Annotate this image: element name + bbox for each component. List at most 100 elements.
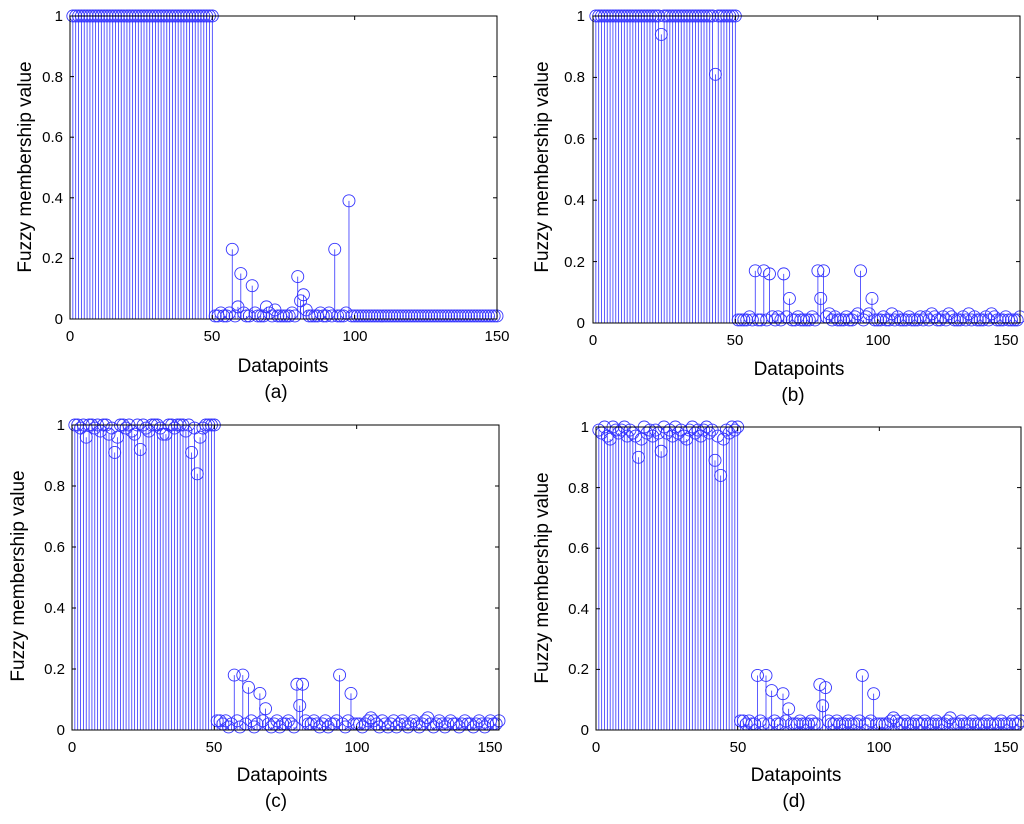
ytick-label-d-4: 0.8 xyxy=(568,480,589,497)
stem-marker-d-66 xyxy=(776,687,790,701)
ytick-label-b-0: 0 xyxy=(577,315,585,332)
panel-caption-b: (b) xyxy=(781,385,804,406)
ytick-label-d-3: 0.6 xyxy=(568,540,589,557)
stem-marker-c-98 xyxy=(344,686,358,700)
xtick-label-b-2: 100 xyxy=(865,332,890,349)
stem-marker-c-13 xyxy=(102,427,116,441)
stem-marker-a-80 xyxy=(291,270,305,284)
x-axis-label-d: Datapoints xyxy=(751,765,842,786)
axes-frame-c xyxy=(71,424,500,731)
stem-marker-a-64 xyxy=(245,279,259,293)
stem-marker-a-82 xyxy=(296,288,310,302)
ytick-label-c-3: 0.6 xyxy=(44,539,65,556)
xtick-label-a-0: 0 xyxy=(66,328,74,345)
ytick-label-c-2: 0.4 xyxy=(44,600,65,617)
panel-d: 0 0.2 0.4 0.6 0.8 1 0 50 100 150 Datapoi… xyxy=(532,419,1024,812)
xtick-label-d-3: 150 xyxy=(993,739,1018,756)
axes-frame-b xyxy=(592,15,1021,324)
ytick-label-b-1: 0.2 xyxy=(564,254,585,271)
xtick-label-c-2: 100 xyxy=(344,739,369,756)
xtick-label-b-1: 50 xyxy=(727,332,744,349)
tick-marks-d xyxy=(595,426,1022,731)
ytick-label-c-4: 0.8 xyxy=(44,478,65,495)
stem-marker-c-81 xyxy=(296,677,310,691)
panel-caption-c: (c) xyxy=(265,791,287,812)
stem-marker-c-42 xyxy=(185,446,199,459)
xtick-label-b-0: 0 xyxy=(589,332,597,349)
stem-series-d xyxy=(592,420,1024,731)
stem-marker-d-68 xyxy=(782,702,796,716)
panel-caption-a: (a) xyxy=(264,382,287,403)
stem-marker-c-22 xyxy=(128,427,142,441)
ytick-label-a-2: 0.4 xyxy=(42,190,63,207)
stem-marker-c-57 xyxy=(227,668,241,682)
xtick-label-a-3: 150 xyxy=(484,328,509,345)
stem-marker-a-69 xyxy=(259,300,273,314)
stem-marker-d-49 xyxy=(728,423,742,437)
ytick-label-d-5: 1 xyxy=(581,419,589,436)
ytick-label-b-5: 1 xyxy=(577,8,585,25)
ytick-label-d-2: 0.4 xyxy=(568,601,589,618)
xtick-label-a-2: 100 xyxy=(342,328,367,345)
stem-marker-d-94 xyxy=(855,669,869,682)
stem-marker-d-60 xyxy=(759,669,773,682)
stem-marker-a-98 xyxy=(342,194,356,208)
xtick-label-d-1: 50 xyxy=(730,739,747,756)
ytick-label-d-0: 0 xyxy=(581,722,589,739)
stem-marker-c-66 xyxy=(253,686,267,700)
stem-marker-d-57 xyxy=(751,669,764,682)
xtick-label-c-3: 150 xyxy=(477,739,502,756)
stem-marker-b-57 xyxy=(748,264,762,278)
ytick-label-c-5: 1 xyxy=(57,417,65,434)
tick-marks-a xyxy=(69,15,498,320)
ytick-label-b-3: 0.6 xyxy=(564,131,585,148)
panel-c: 0 0.2 0.4 0.6 0.8 1 0 50 100 150 Datapoi… xyxy=(8,417,506,812)
panel-a: 0 0.2 0.4 0.6 0.8 1 0 50 100 150 Datapoi… xyxy=(15,8,510,403)
panel-b: 0 0.2 0.4 0.6 0.8 1 0 50 100 150 Datapoi… xyxy=(532,8,1024,406)
xtick-label-d-2: 100 xyxy=(866,739,891,756)
x-axis-label-a: Datapoints xyxy=(238,356,329,377)
ytick-label-b-4: 0.8 xyxy=(564,69,585,86)
axes-frame-a xyxy=(69,15,498,320)
stem-marker-d-80 xyxy=(816,699,830,713)
y-axis-label-c: Fuzzy membership value xyxy=(8,470,29,681)
ytick-label-a-5: 1 xyxy=(55,8,63,25)
stem-marker-a-149 xyxy=(487,309,501,323)
stem-marker-c-94 xyxy=(333,668,347,682)
axes-frame-d xyxy=(595,426,1022,731)
ytick-label-d-1: 0.2 xyxy=(568,661,589,678)
stem-marker-b-98 xyxy=(865,291,879,305)
stem-marker-d-42 xyxy=(708,453,722,467)
y-axis-label-d: Fuzzy membership value xyxy=(532,472,553,683)
stem-marker-b-62 xyxy=(763,267,776,281)
x-axis-label-b: Datapoints xyxy=(754,359,845,380)
ytick-label-c-1: 0.2 xyxy=(44,661,65,678)
stem-marker-a-57 xyxy=(225,242,239,256)
xtick-label-b-3: 150 xyxy=(993,332,1018,349)
stem-marker-c-80 xyxy=(293,699,307,713)
stem-marker-a-60 xyxy=(234,267,248,280)
stem-marker-d-81 xyxy=(819,681,832,695)
panel-caption-d: (d) xyxy=(782,791,805,812)
tick-marks-b xyxy=(592,15,1021,324)
xtick-label-d-0: 0 xyxy=(592,739,600,756)
y-axis-label-a: Fuzzy membership value xyxy=(15,61,36,272)
x-axis-label-c: Datapoints xyxy=(237,765,328,786)
xtick-label-c-1: 50 xyxy=(206,739,223,756)
ytick-label-a-0: 0 xyxy=(55,311,63,328)
stem-marker-d-98 xyxy=(867,687,881,701)
tick-marks-c xyxy=(71,424,500,731)
ytick-label-a-4: 0.8 xyxy=(42,69,63,86)
y-axis-label-b: Fuzzy membership value xyxy=(532,61,553,272)
stem-marker-b-69 xyxy=(782,291,796,305)
stem-series-a xyxy=(66,9,504,323)
stem-marker-b-80 xyxy=(814,291,828,305)
stem-marker-c-68 xyxy=(259,702,273,716)
stem-marker-b-67 xyxy=(777,267,791,281)
stem-marker-b-149 xyxy=(1010,313,1024,327)
stem-marker-c-60 xyxy=(236,668,250,682)
xtick-label-a-1: 50 xyxy=(204,328,221,345)
ytick-label-a-1: 0.2 xyxy=(42,250,63,267)
